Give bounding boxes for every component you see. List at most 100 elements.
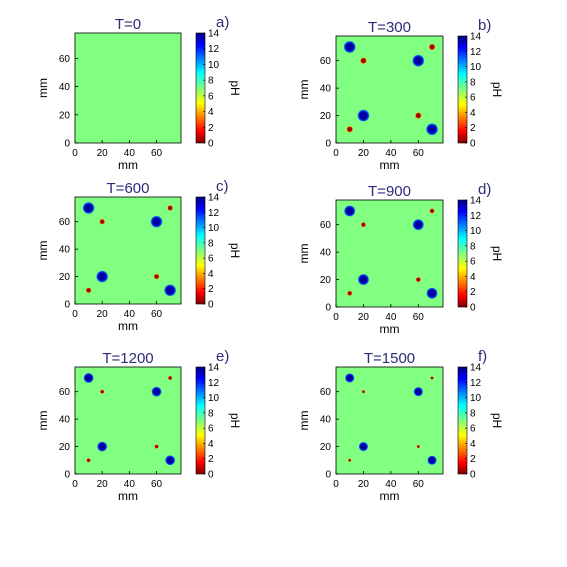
y-axis-label: mm [36,241,50,261]
acid-spot [425,123,439,136]
colorbar-tick-label: 12 [208,378,220,389]
colorbar-tick-label: 10 [208,393,220,404]
acid-spot [97,441,108,452]
colorbar-tick-label: 8 [470,408,476,419]
panel-5: 0 20 40 60 0 20 40 60 mm mm T=1200 e) 0 2 4 6 8 10 12 14 pH [36,348,242,503]
panel-title: T=1200 [102,350,153,367]
x-tick-label: 60 [151,479,163,490]
base-spot [415,276,422,283]
base-spot [153,273,160,280]
colorbar-tick-label: 12 [470,47,482,58]
panel-letter: e) [216,348,229,365]
colorbar-tick-label: 0 [470,303,476,314]
base-spot [346,125,354,133]
colorbar-tick-label: 4 [470,108,476,119]
colorbar-tick-label: 14 [470,363,482,374]
y-tick-label: 20 [320,111,332,122]
base-spot [347,458,352,463]
colorbar-tick-label: 6 [208,424,214,435]
axes-frame [74,32,182,144]
x-tick-label: 0 [333,312,339,323]
panel-title: T=600 [107,180,150,197]
colorbar-label: pH [228,243,242,258]
y-tick-label: 60 [320,56,332,67]
x-axis-label: mm [118,319,138,333]
panel-3: 0 20 40 60 0 20 40 60 mm mm T=600 c) 0 2 4 6 8 10 12 14 pH [36,178,242,333]
base-spot [346,290,353,297]
y-axis-label: mm [297,244,311,264]
base-spot [86,457,91,463]
x-tick-label: 20 [358,148,370,159]
colorbar-tick-label: 6 [208,254,214,265]
colorbar-tick-label: 4 [208,107,214,118]
acid-spot [413,386,424,397]
colorbar-tick-label: 10 [208,223,220,234]
y-tick-label: 20 [320,442,332,453]
colorbar-tick-label: 8 [208,238,214,249]
colorbar-tick-label: 10 [470,393,482,404]
colorbar-tick-label: 0 [208,470,214,481]
base-spot [429,208,435,214]
colorbar-label: pH [228,413,242,428]
heatmap-background [336,200,443,307]
colorbar [457,199,468,308]
x-tick-label: 0 [72,309,78,320]
panel-title: T=900 [368,183,411,200]
heatmap-background [336,367,443,474]
acid-spot [164,284,177,297]
acid-spot [357,109,370,122]
colorbar-tick-label: 4 [208,439,214,450]
x-tick-label: 20 [358,479,370,490]
base-spot [361,389,366,394]
y-axis-label: mm [36,411,50,431]
panel-title: T=1500 [364,350,415,367]
x-tick-label: 20 [358,312,370,323]
x-tick-label: 0 [333,479,339,490]
colorbar-tick-label: 2 [470,287,476,298]
base-spot [99,389,105,395]
axes-frame [335,35,444,144]
y-tick-label: 0 [325,139,331,150]
heatmap-background [75,33,181,143]
colorbar-tick-label: 4 [470,272,476,283]
colorbar-tick-label: 12 [208,208,220,219]
x-tick-label: 40 [124,309,136,320]
acid-spot [427,455,437,466]
y-axis-label: mm [297,411,311,431]
x-tick-label: 0 [72,148,78,159]
acid-spot [343,40,356,54]
colorbar [195,32,206,144]
base-spot [360,57,367,65]
panel-letter: b) [478,17,491,34]
colorbar-tick-label: 6 [470,93,476,104]
panel-title: T=300 [368,19,411,36]
colorbar-tick-label: 2 [208,123,214,134]
colorbar-tick-label: 8 [208,408,214,419]
colorbar [195,196,206,305]
y-tick-label: 0 [325,470,331,481]
x-tick-label: 0 [72,479,78,490]
colorbar-tick-label: 2 [470,454,476,465]
axes-frame [74,366,182,475]
colorbar-tick-label: 14 [470,196,482,207]
colorbar-tick-label: 8 [470,77,476,88]
colorbar-tick-label: 14 [208,363,220,374]
panel-6: 0 20 40 60 0 20 40 60 mm mm T=1500 f) 0 2 4 6 8 10 12 14 pH [297,348,504,503]
colorbar-tick-label: 8 [208,76,214,87]
panel-letter: d) [478,181,491,198]
panel-2: 0 20 40 60 0 20 40 60 mm mm T=300 b) 0 2 4 6 8 10 12 14 pH [297,17,504,172]
colorbar-tick-label: 12 [470,378,482,389]
acid-spot [357,273,370,286]
colorbar-label: pH [490,82,504,97]
x-tick-label: 40 [124,479,136,490]
panel-letter: a) [216,14,229,31]
x-axis-label: mm [118,158,138,172]
y-tick-label: 40 [320,248,332,259]
colorbar-tick-label: 6 [470,424,476,435]
x-tick-label: 40 [385,148,397,159]
y-tick-label: 40 [59,245,71,256]
base-spot [154,444,159,449]
colorbar [195,366,206,475]
heatmap-background [336,36,443,143]
colorbar-tick-label: 2 [208,454,214,465]
